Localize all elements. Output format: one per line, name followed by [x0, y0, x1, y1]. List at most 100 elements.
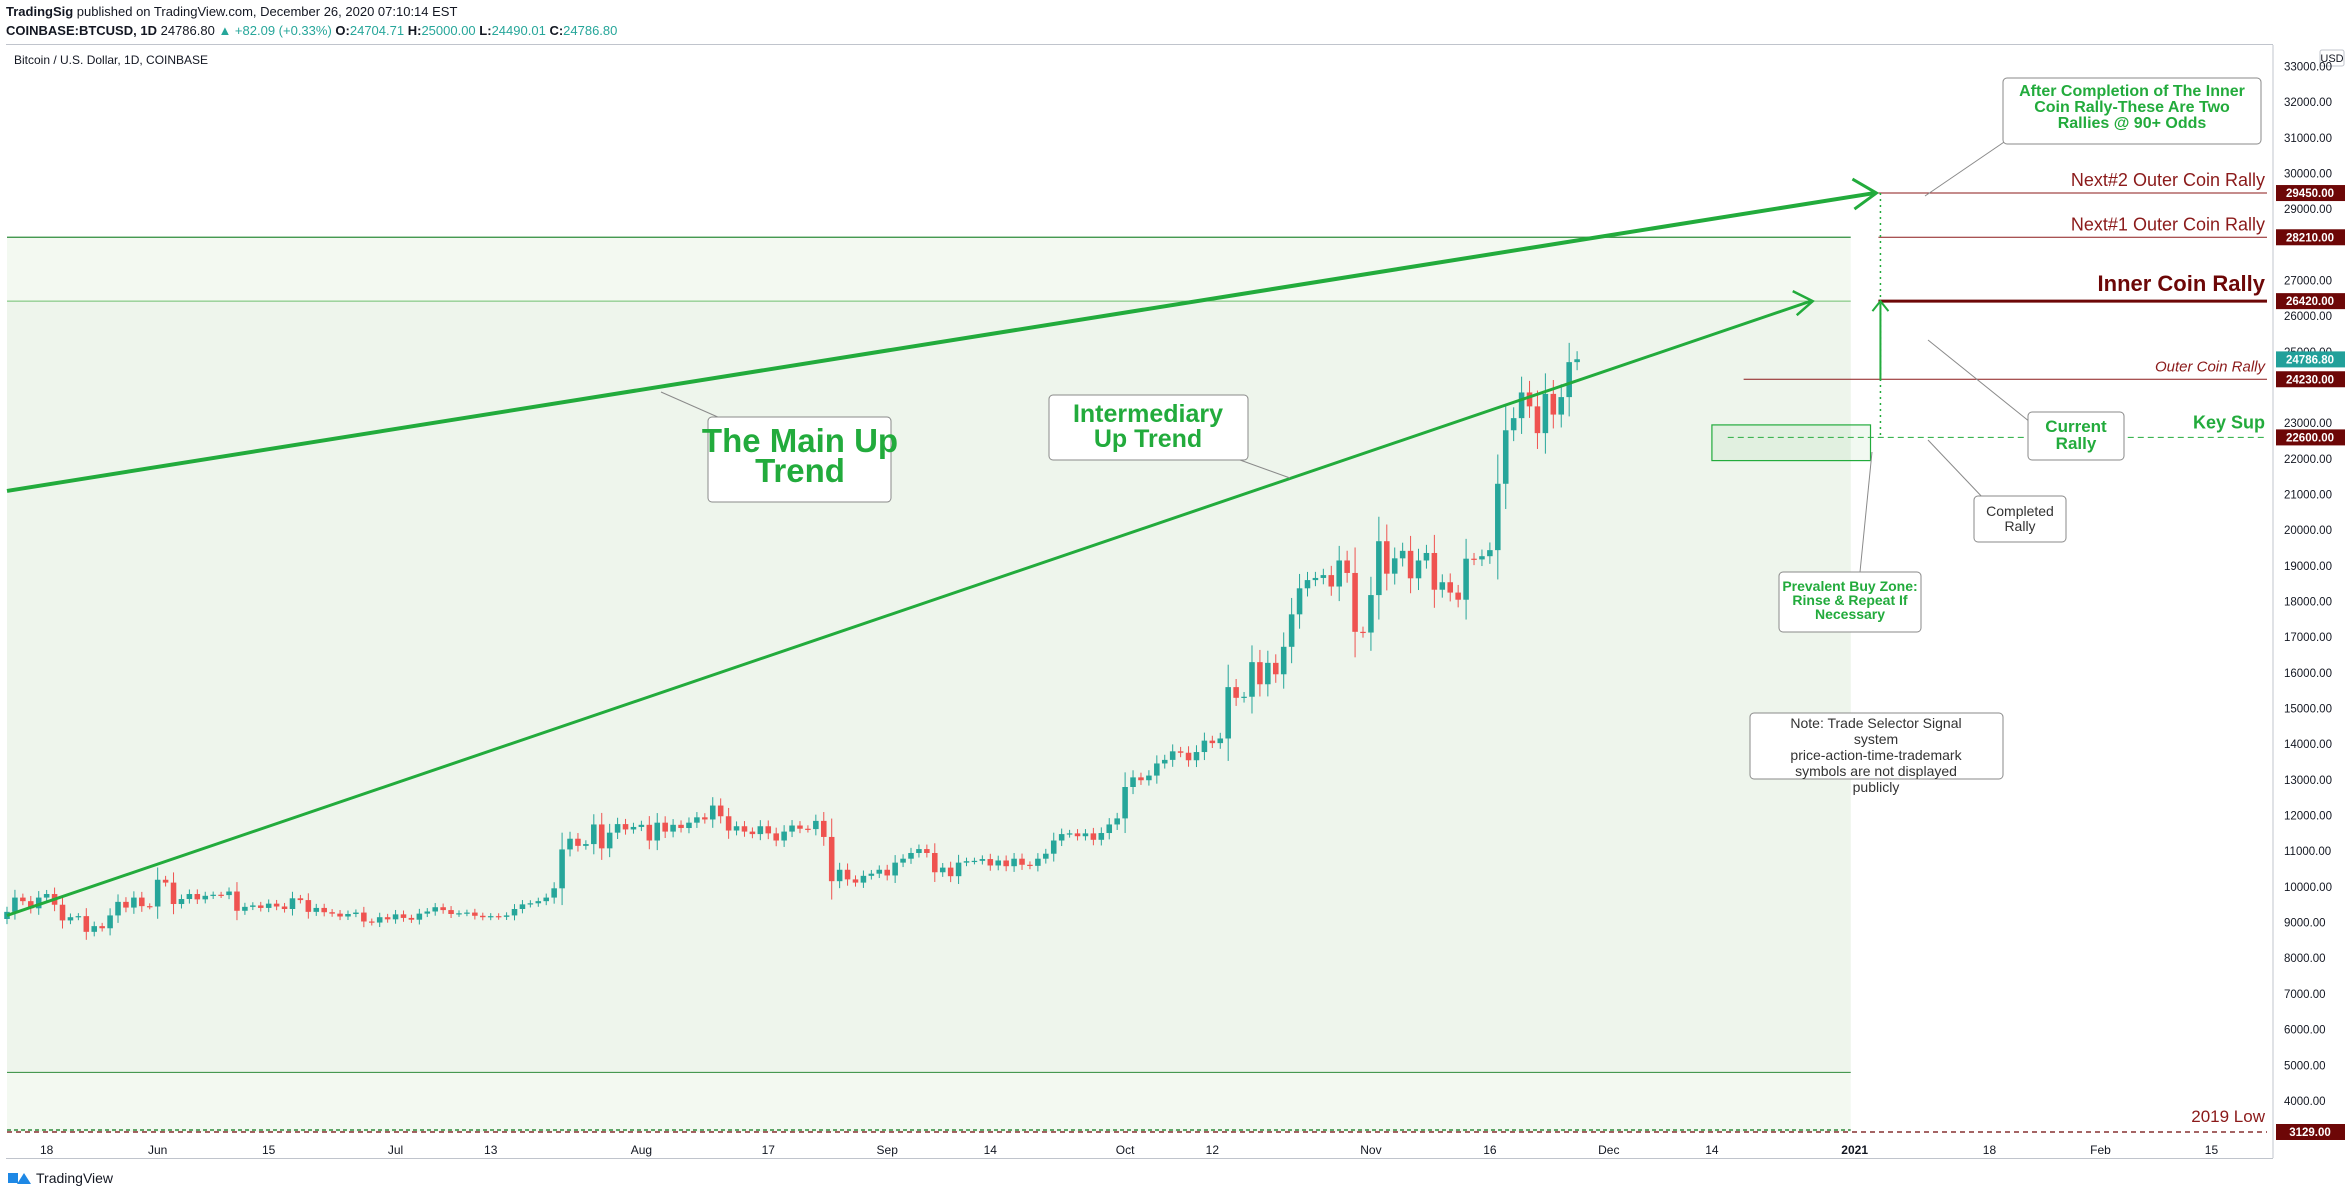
y-tick-label: 26000.00	[2284, 311, 2332, 323]
candle-body	[1471, 558, 1477, 560]
after-completion-box	[2002, 77, 2262, 145]
candle-body	[519, 904, 526, 910]
y-tick-label: 8000.00	[2284, 953, 2326, 965]
candle-body	[630, 826, 637, 830]
candle-body	[194, 894, 201, 900]
candle-body	[234, 891, 240, 911]
footer-brand[interactable]: TradingView	[36, 1170, 114, 1186]
candle-body	[170, 882, 177, 905]
candle-body	[361, 912, 367, 922]
candle-body	[686, 822, 692, 829]
y-tick-label: 17000.00	[2284, 632, 2332, 644]
candle-body	[265, 903, 272, 908]
candle-body	[1344, 560, 1350, 573]
candle-body	[1201, 740, 1208, 753]
intermediary-trend-label-box	[1048, 394, 1249, 461]
candle-body	[1288, 614, 1295, 647]
candle-body	[1146, 775, 1152, 781]
x-tick-label: Oct	[1116, 1143, 1135, 1157]
candle-body	[781, 831, 787, 841]
level-label: Next#2 Outer Coin Rally	[2071, 170, 2265, 190]
candle-body	[694, 817, 700, 823]
candle-body	[1510, 418, 1517, 431]
intermediary-trend-label: Intermediary Up Trend	[1073, 400, 1223, 453]
candle-body	[892, 862, 898, 876]
candle-body	[527, 903, 534, 905]
current-price-tag	[2276, 351, 2345, 368]
open-value: 24704.71	[349, 23, 405, 38]
candle-body	[91, 926, 98, 932]
candle-body	[1455, 592, 1461, 600]
y-tick-label: 15000.00	[2284, 704, 2332, 716]
candle-body	[813, 820, 819, 830]
x-tick-label: 18	[40, 1143, 54, 1157]
candle-body	[1050, 840, 1057, 854]
x-tick-label: Jun	[148, 1143, 167, 1157]
y-tick-label: 29000.00	[2284, 204, 2332, 216]
candle-body	[1074, 833, 1081, 837]
candle-body	[242, 906, 248, 911]
y-tick-label: 23000.00	[2284, 418, 2332, 430]
buy-zone-box	[1711, 424, 1872, 462]
y-tick-label: 14000.00	[2284, 739, 2332, 751]
x-tick-label: 15	[262, 1143, 276, 1157]
ohlc-line: COINBASE:BTCUSD, 1D 24786.80 ▲ +82.09 (+…	[6, 21, 617, 40]
candle-body	[1114, 818, 1120, 825]
candle-body	[1122, 787, 1128, 819]
x-tick-label: 18	[1983, 1143, 1997, 1157]
candle-body	[1558, 397, 1565, 415]
connector-line	[1927, 439, 1986, 501]
candle-body	[860, 875, 867, 883]
x-tick-label: Sep	[877, 1143, 899, 1157]
candle-body	[313, 907, 320, 912]
x-tick-label: Nov	[1360, 1143, 1381, 1157]
high-value: 25000.00	[421, 23, 476, 38]
candle-body	[1439, 582, 1446, 590]
published-text: published on TradingView.com, December 2…	[76, 4, 458, 19]
x-tick-label: 2021	[1841, 1143, 1868, 1157]
x-tick-label: Jul	[388, 1143, 403, 1157]
candle-body	[702, 817, 708, 820]
publisher-name[interactable]: TradingSig	[6, 4, 74, 19]
candlestick-series	[4, 342, 1580, 940]
candle-body	[1487, 550, 1493, 557]
candle-body	[1479, 556, 1485, 560]
candle-body	[1336, 560, 1342, 587]
open-label: O:	[335, 23, 350, 38]
symbol-label: COINBASE:BTCUSD, 1D	[6, 23, 157, 38]
candle-body	[1391, 558, 1398, 574]
candle-body	[551, 888, 557, 898]
candle-body	[43, 894, 50, 898]
level-label: Inner Coin Rally	[2098, 271, 2266, 296]
y-tick-label: 6000.00	[2284, 1025, 2326, 1037]
candle-body	[1502, 430, 1509, 484]
price-tag-label: 28210.00	[2286, 232, 2334, 244]
candle-body	[947, 867, 954, 877]
candle-body	[971, 860, 978, 863]
current-rally-arrow-icon	[1871, 299, 1890, 312]
candle-body	[392, 914, 399, 920]
candle-body	[480, 915, 486, 918]
level-label: Next#1 Outer Coin Rally	[2071, 214, 2265, 234]
chart-frame[interactable]	[6, 44, 2273, 1159]
y-tick-label: 5000.00	[2284, 1060, 2326, 1072]
completed-rally-label: Completed Rally	[1986, 503, 2054, 534]
candle-body	[408, 917, 415, 920]
note-box	[1749, 712, 2004, 780]
candle-body	[916, 849, 922, 853]
x-tick-label: 14	[984, 1143, 998, 1157]
candle-body	[1320, 575, 1327, 578]
y-tick-label: 16000.00	[2284, 668, 2332, 680]
buy-zone-label: Prevalent Buy Zone: Rinse & Repeat If Nece…	[1782, 578, 1917, 622]
candle-body	[884, 869, 890, 876]
level-label: 2019 Low	[2191, 1107, 2265, 1126]
y-tick-label: 21000.00	[2284, 489, 2332, 501]
candle-body	[662, 822, 668, 832]
y-tick-label: 22000.00	[2284, 454, 2332, 466]
candle-body	[1265, 662, 1271, 685]
candle-body	[733, 826, 740, 831]
candle-body	[487, 916, 494, 918]
tradingview-logo-icon[interactable]	[8, 1171, 31, 1185]
candle-body	[1019, 858, 1025, 865]
